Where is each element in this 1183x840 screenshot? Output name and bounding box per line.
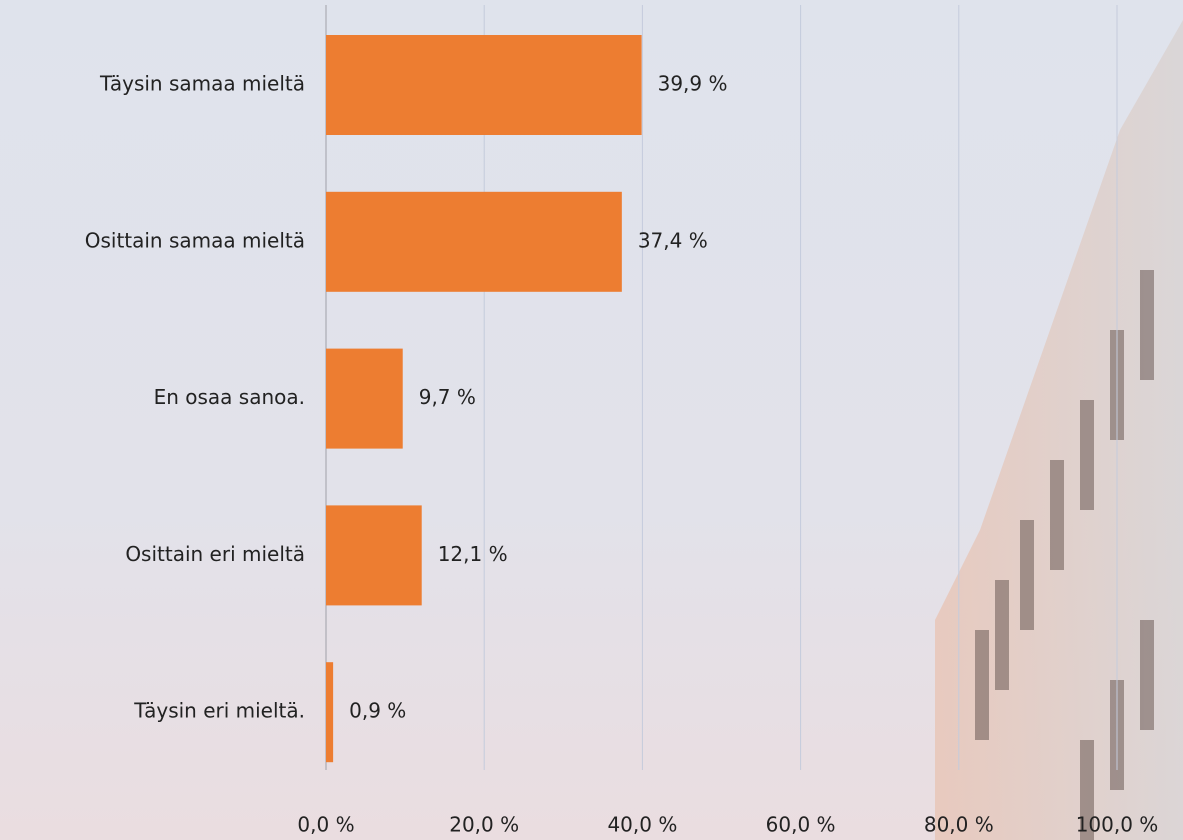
bar — [326, 662, 334, 763]
value-label: 9,7 % — [419, 385, 476, 409]
value-label: 39,9 % — [658, 72, 728, 96]
value-label: 0,9 % — [349, 699, 406, 723]
x-tick-label: 20,0 % — [449, 813, 519, 837]
y-tick-label: En osaa sanoa. — [154, 385, 305, 409]
x-tick-label: 80,0 % — [924, 813, 994, 837]
x-tick-label: 60,0 % — [766, 813, 836, 837]
bar — [326, 191, 622, 292]
bar — [326, 348, 403, 449]
value-label: 12,1 % — [438, 542, 508, 566]
y-tick-label: Osittain eri mieltä — [125, 542, 305, 566]
plot-area: 0,0 % 20,0 % 40,0 % 60,0 % 80,0 % 100,0 % Täys… — [85, 5, 1159, 837]
y-tick-label: Täysin samaa mieltä — [99, 72, 305, 96]
value-label: 37,4 % — [638, 228, 708, 252]
building-windows — [975, 270, 1154, 840]
x-tick-label: 100,0 % — [1076, 813, 1159, 837]
bar — [326, 35, 642, 135]
bar — [326, 505, 422, 606]
y-tick-label: Täysin eri mieltä. — [133, 699, 305, 723]
x-tick-label: 40,0 % — [607, 813, 677, 837]
y-tick-label: Osittain samaa mieltä — [85, 228, 305, 252]
x-tick-label: 0,0 % — [297, 813, 354, 837]
